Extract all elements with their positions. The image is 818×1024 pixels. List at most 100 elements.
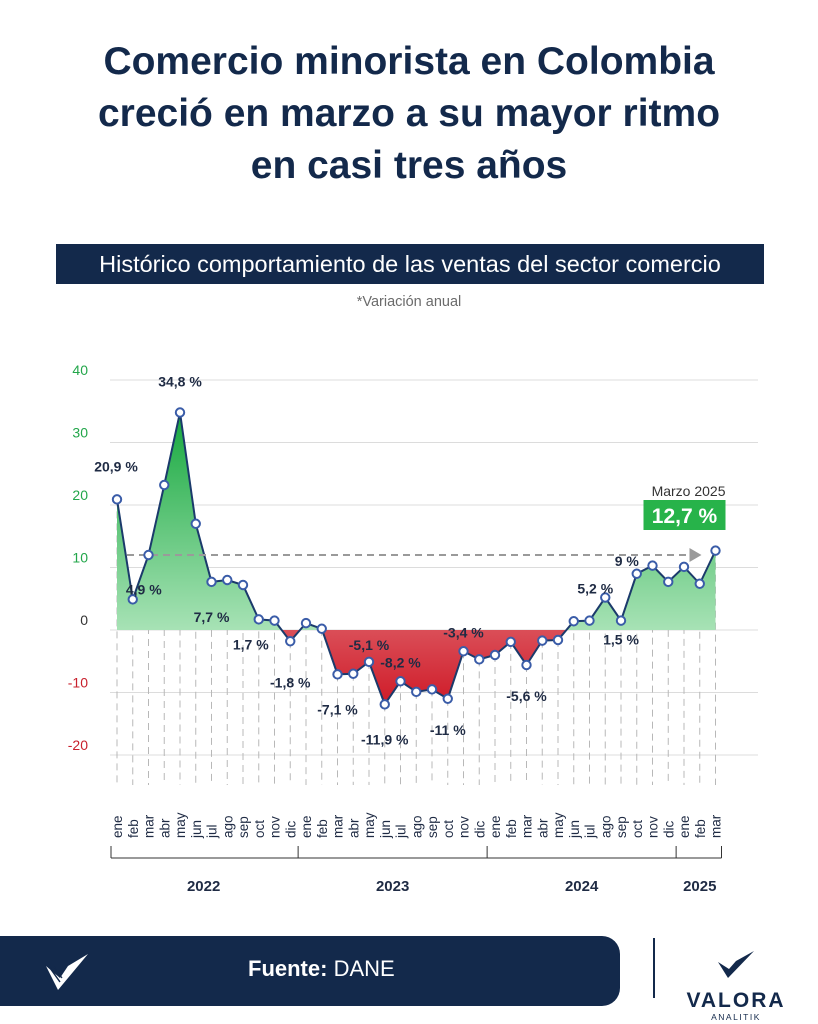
x-tick-label: ene [110,815,125,838]
x-tick-label: ene [299,815,314,838]
data-point [474,654,485,665]
data-label: 1,7 % [233,636,269,652]
data-point [584,615,595,626]
reference-arrow-head [689,548,702,562]
data-point [363,656,375,668]
negative-area [117,630,716,705]
data-point [600,592,611,603]
data-point [694,578,705,589]
y-tick-label: -20 [68,737,88,753]
data-label: -8,2 % [380,654,421,670]
data-point [190,518,201,529]
x-tick-label: feb [126,819,141,838]
data-label: 4,9 % [126,581,162,597]
x-tick-label: feb [504,819,519,838]
x-tick-label: oct [630,820,645,838]
x-tick-label: dic [472,820,487,838]
data-point [332,669,343,680]
data-point [521,659,532,671]
data-point [174,407,186,418]
year-label: 2025 [683,878,716,895]
data-point [159,479,170,491]
x-tick-label: feb [693,819,708,838]
data-point [631,568,642,579]
y-tick-label: 20 [72,487,88,503]
x-tick-label: mar [709,814,724,838]
data-label: 20,9 % [94,458,138,474]
x-tick-label: jun [378,820,393,839]
year-label: 2022 [187,878,220,895]
year-label: 2023 [376,878,409,895]
data-point [426,684,438,695]
chart-subtitle: Histórico comportamiento de las ventas d… [56,244,764,284]
data-label: 34,8 % [158,374,202,390]
footer-bar [0,936,620,1006]
data-point [710,545,721,556]
x-tick-label: sep [614,816,629,838]
x-tick-label: sep [236,816,251,838]
data-point [237,579,249,591]
data-label: -11,9 % [361,731,409,747]
x-tick-label: oct [252,820,267,838]
x-tick-label: mar [520,814,535,838]
data-label: 5,2 % [577,581,613,597]
data-point [442,693,453,704]
x-tick-label: sep [425,816,440,838]
source-label: Fuente: [248,956,328,981]
x-tick-label: may [362,812,377,838]
source-value: DANE [333,956,395,981]
data-point [489,649,501,661]
data-label: 9 % [615,553,640,569]
x-tick-label: feb [315,819,330,838]
data-point [568,616,579,627]
data-point [411,686,422,698]
y-tick-label: 0 [80,612,88,628]
logo-sub: ANALITIK [711,1012,761,1022]
x-tick-label: nov [268,816,283,838]
logo-name: VALORA [686,989,786,1012]
x-tick-label: ago [409,815,424,838]
x-tick-label: jul [394,824,409,839]
x-tick-label: dic [283,820,298,838]
y-tick-label: -10 [68,675,88,691]
x-tick-label: ene [677,815,692,838]
x-tick-label: nov [457,816,472,838]
data-point [127,594,138,605]
data-label: 7,7 % [194,609,230,625]
source-text: Fuente: DANE [248,956,395,982]
data-point [300,617,312,629]
y-tick-label: 40 [72,362,88,378]
x-tick-label: jul [583,824,598,839]
data-point [552,634,564,646]
data-point [269,615,280,626]
data-label: -5,6 % [506,688,547,704]
x-tick-label: mar [331,814,346,838]
year-label: 2024 [565,878,599,895]
x-tick-label: abr [346,818,361,838]
data-point [647,560,658,571]
data-point [222,574,233,586]
x-tick-label: abr [157,818,172,838]
data-point [348,668,359,679]
x-tick-label: oct [441,820,456,838]
x-tick-label: abr [535,818,550,838]
title-line-3: en casi tres años [250,144,568,187]
data-point [615,615,627,626]
data-point [537,635,548,646]
x-tick-label: may [551,812,566,838]
highlight-label: Marzo 2025 [652,483,726,499]
data-point [458,646,469,657]
data-point [111,494,123,505]
y-tick-label: 10 [72,550,88,566]
x-tick-label: ene [488,815,503,838]
data-label: -3,4 % [443,624,484,640]
highlight-value: 12,7 % [652,505,718,528]
x-tick-label: ago [598,815,613,838]
data-point [285,636,296,647]
x-tick-label: may [173,812,188,838]
x-tick-label: mar [142,814,157,838]
positive-area [117,412,716,630]
data-point [663,576,674,588]
data-point [395,676,406,687]
valora-check-icon [46,954,88,990]
